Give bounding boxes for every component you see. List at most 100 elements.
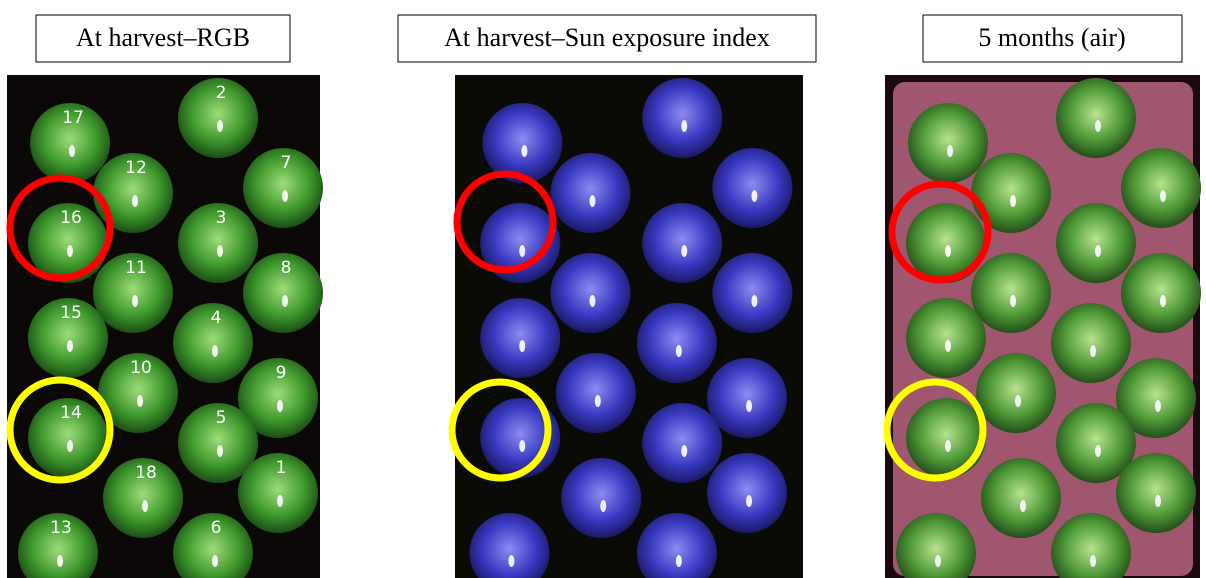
highlight xyxy=(945,245,951,257)
highlight xyxy=(945,440,951,452)
apple xyxy=(550,253,630,333)
highlight xyxy=(132,295,138,307)
apple-number: 11 xyxy=(125,258,147,278)
apple xyxy=(971,153,1051,233)
apple-number: 15 xyxy=(60,303,82,323)
apple xyxy=(712,148,792,228)
apple xyxy=(642,78,722,158)
highlight xyxy=(1090,345,1096,357)
apple xyxy=(707,358,787,438)
highlight xyxy=(277,400,283,412)
highlight xyxy=(212,345,218,357)
apple-number: 7 xyxy=(281,153,292,173)
highlight xyxy=(1010,295,1016,307)
apple xyxy=(906,298,986,378)
highlight xyxy=(1155,400,1161,412)
highlight xyxy=(57,555,63,567)
highlight xyxy=(681,445,687,457)
apple-number: 9 xyxy=(276,363,287,383)
apple-number: 12 xyxy=(125,158,147,178)
apple xyxy=(976,353,1056,433)
highlight xyxy=(521,145,527,157)
highlight xyxy=(519,440,525,452)
highlight xyxy=(1095,120,1101,132)
apple-number: 8 xyxy=(281,258,292,278)
highlight xyxy=(142,500,148,512)
apple xyxy=(637,303,717,383)
highlight xyxy=(746,495,752,507)
apple xyxy=(1121,253,1201,333)
highlight xyxy=(277,495,283,507)
apple-number: 17 xyxy=(62,108,84,128)
highlight xyxy=(1095,445,1101,457)
apple xyxy=(1056,203,1136,283)
apple xyxy=(1056,78,1136,158)
apple xyxy=(971,253,1051,333)
highlight xyxy=(67,245,73,257)
highlight xyxy=(1160,295,1166,307)
apple xyxy=(561,458,641,538)
apple xyxy=(1051,303,1131,383)
apple xyxy=(1116,453,1196,533)
apple xyxy=(480,298,560,378)
highlight xyxy=(519,340,525,352)
highlight xyxy=(137,395,143,407)
apple xyxy=(642,203,722,283)
highlight xyxy=(67,340,73,352)
apple xyxy=(908,103,988,183)
highlight xyxy=(681,120,687,132)
highlight xyxy=(1090,555,1096,567)
highlight xyxy=(1020,500,1026,512)
figure: At harvest–RGB At harvest–Sun exposure i… xyxy=(0,0,1206,578)
apple xyxy=(906,398,986,478)
highlight xyxy=(282,190,288,202)
highlight xyxy=(1095,245,1101,257)
panel-title: 5 months (air) xyxy=(978,23,1125,52)
highlight xyxy=(508,555,514,567)
highlight xyxy=(1160,190,1166,202)
highlight xyxy=(589,295,595,307)
highlight xyxy=(1015,395,1021,407)
apple xyxy=(482,103,562,183)
apple-number: 13 xyxy=(50,518,72,538)
highlight xyxy=(600,500,606,512)
highlight xyxy=(595,395,601,407)
apple-number: 5 xyxy=(216,408,227,428)
apple-number: 18 xyxy=(135,463,157,483)
highlight xyxy=(132,195,138,207)
apple xyxy=(712,253,792,333)
highlight xyxy=(217,445,223,457)
apple-number: 4 xyxy=(211,308,222,328)
highlight xyxy=(945,340,951,352)
apple-number: 3 xyxy=(216,208,227,228)
highlight xyxy=(217,245,223,257)
apple xyxy=(642,403,722,483)
highlight xyxy=(67,440,73,452)
highlight xyxy=(217,120,223,132)
highlight xyxy=(1010,195,1016,207)
highlight xyxy=(751,295,757,307)
highlight xyxy=(282,295,288,307)
apple-number: 2 xyxy=(216,83,227,103)
highlight xyxy=(676,555,682,567)
apple-number: 14 xyxy=(60,403,82,423)
apple-number: 6 xyxy=(211,518,222,538)
highlight xyxy=(746,400,752,412)
apple xyxy=(556,353,636,433)
highlight xyxy=(947,145,953,157)
apple-number: 1 xyxy=(276,458,287,478)
highlight xyxy=(519,245,525,257)
apple xyxy=(707,453,787,533)
highlight xyxy=(589,195,595,207)
highlight xyxy=(69,145,75,157)
highlight xyxy=(212,555,218,567)
apple xyxy=(1121,148,1201,228)
panel-title: At harvest–Sun exposure index xyxy=(444,23,770,52)
highlight xyxy=(1155,495,1161,507)
highlight xyxy=(751,190,757,202)
apple-number: 16 xyxy=(60,208,82,228)
apple-number: 10 xyxy=(130,358,152,378)
apple xyxy=(981,458,1061,538)
highlight xyxy=(681,245,687,257)
apple xyxy=(550,153,630,233)
